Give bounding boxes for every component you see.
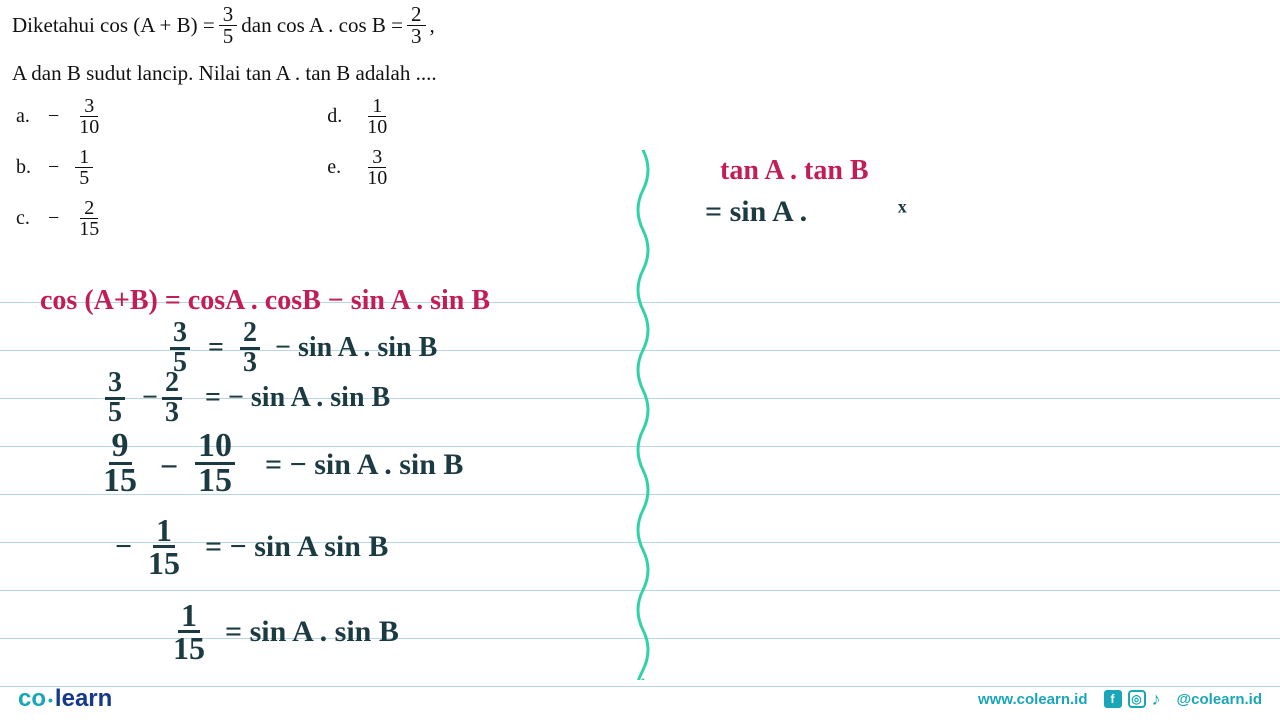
handwriting-text: cos (A+B) = cosA . cosB − sin A . sin B <box>40 285 490 317</box>
option-label: a. <box>16 105 38 128</box>
social-icons: f ◎ ♪ <box>1104 689 1161 710</box>
handwriting-text: − <box>142 382 158 414</box>
option-label: b. <box>16 156 38 179</box>
content-area: Diketahui cos (A + B) = 3 5 dan cos A . … <box>0 0 1280 239</box>
answer-options: a.−310b.−15c.−215 d.110e.310 <box>16 96 1268 239</box>
footer: co•learn www.colearn.id f ◎ ♪ @colearn.i… <box>0 684 1280 720</box>
brand-logo: co•learn <box>18 685 112 713</box>
handwriting-fraction: 35 <box>105 370 125 426</box>
fraction-num: 2 <box>407 4 426 26</box>
handwriting-fraction: 1015 <box>195 430 235 498</box>
instagram-icon: ◎ <box>1128 690 1146 708</box>
footer-url: www.colearn.id <box>978 691 1087 708</box>
handwriting-text: − <box>160 448 178 485</box>
problem-line-1: Diketahui cos (A + B) = 3 5 dan cos A . … <box>12 4 1268 47</box>
option-fraction: 310 <box>75 96 103 137</box>
problem-statement: Diketahui cos (A + B) = 3 5 dan cos A . … <box>0 0 1280 239</box>
minus-sign: − <box>48 207 59 230</box>
options-right-col: d. 110 e. 310 <box>327 96 395 239</box>
option-fraction: 215 <box>75 198 103 239</box>
answer-option[interactable]: a.−310 <box>16 96 107 137</box>
problem-text-pre: Diketahui cos (A + B) = <box>12 13 215 38</box>
footer-right: www.colearn.id f ◎ ♪ @colearn.id <box>978 689 1262 710</box>
handwriting-text: = − sin A . sin B <box>205 382 390 414</box>
problem-text-mid: dan cos A . cos B = <box>241 13 403 38</box>
facebook-icon: f <box>1104 690 1122 708</box>
answer-option[interactable]: e. 310 <box>327 147 395 188</box>
handwriting-fraction: 115 <box>170 600 208 664</box>
brand-left: co <box>18 685 46 712</box>
handwriting-fraction: 115 <box>145 515 183 579</box>
minus-sign: − <box>48 156 59 179</box>
handwriting-fraction: 23 <box>162 370 182 426</box>
problem-text-post: , <box>430 13 435 38</box>
minus-sign: − <box>48 105 59 128</box>
brand-dot: • <box>46 692 55 708</box>
option-fraction: 310 <box>363 147 391 188</box>
handwriting-text: = − sin A sin B <box>205 530 388 564</box>
options-left-col: a.−310b.−15c.−215 <box>16 96 107 239</box>
footer-handle: @colearn.id <box>1177 691 1262 708</box>
problem-line-2: A dan B sudut lancip. Nilai tan A . tan … <box>12 61 1268 86</box>
answer-option[interactable]: c.−215 <box>16 198 107 239</box>
brand-right: learn <box>55 685 112 712</box>
handwriting-text: = − sin A . sin B <box>265 448 463 482</box>
handwriting-fraction: 23 <box>240 320 260 376</box>
answer-option[interactable]: b.−15 <box>16 147 107 188</box>
handwriting-text: = sin A . sin B <box>225 615 399 649</box>
option-label: e. <box>327 156 349 179</box>
handwriting-fraction: 915 <box>100 430 140 498</box>
option-fraction: 110 <box>363 96 391 137</box>
tiktok-icon: ♪ <box>1152 689 1161 710</box>
fraction-1: 3 5 <box>219 4 238 47</box>
fraction-2: 2 3 <box>407 4 426 47</box>
handwriting-text: − sin A . sin B <box>275 332 437 364</box>
handwriting-text: = <box>208 332 224 364</box>
option-label: c. <box>16 207 38 230</box>
fraction-den: 5 <box>219 26 238 47</box>
option-label: d. <box>327 105 349 128</box>
handwriting-text: − <box>115 530 132 564</box>
fraction-den: 3 <box>407 26 426 47</box>
option-fraction: 15 <box>75 147 93 188</box>
fraction-num: 3 <box>219 4 238 26</box>
answer-option[interactable]: d. 110 <box>327 96 395 137</box>
